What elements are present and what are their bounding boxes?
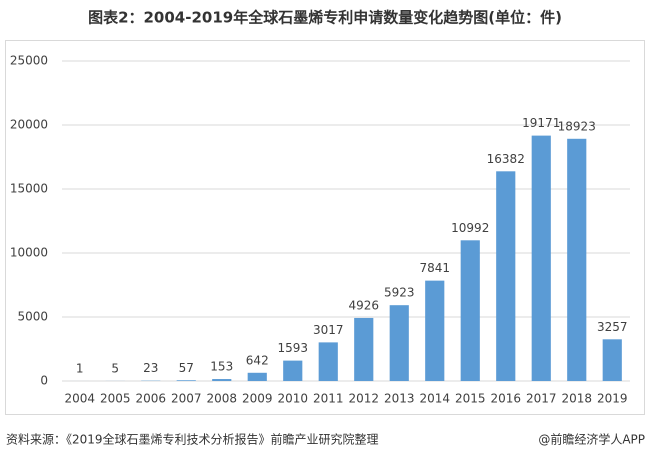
- bar: [389, 305, 409, 381]
- y-tick-label: 5000: [17, 310, 48, 324]
- data-label: 1593: [277, 341, 308, 355]
- x-tick-label: 2014: [419, 392, 450, 406]
- x-tick-label: 2007: [171, 392, 202, 406]
- data-label: 5: [111, 361, 119, 375]
- x-tick-label: 2006: [135, 392, 166, 406]
- data-label: 10992: [451, 221, 489, 235]
- x-tick-label: 2011: [313, 392, 344, 406]
- y-tick-label: 10000: [10, 246, 48, 260]
- bar: [318, 342, 338, 381]
- data-label: 18923: [558, 119, 596, 133]
- x-tick-label: 2004: [64, 392, 95, 406]
- data-label: 23: [143, 361, 158, 375]
- data-label: 7841: [419, 261, 450, 275]
- chart-title: 图表2：2004-2019年全球石墨烯专利申请数量变化趋势图(单位：件): [88, 9, 562, 27]
- chart-frame: [5, 40, 645, 415]
- credit: @前瞻经济学人APP: [538, 432, 645, 447]
- data-label: 16382: [487, 152, 525, 166]
- x-tick-label: 2009: [242, 392, 273, 406]
- x-tick-label: 2005: [100, 392, 131, 406]
- bar: [283, 360, 303, 381]
- data-label: 3257: [597, 320, 628, 334]
- data-label: 1: [76, 361, 84, 375]
- x-tick-label: 2008: [206, 392, 237, 406]
- y-tick-label: 0: [40, 374, 48, 388]
- data-label: 5923: [384, 286, 415, 300]
- y-tick-label: 20000: [10, 118, 48, 132]
- x-tick-label: 2019: [597, 392, 628, 406]
- bar: [531, 135, 551, 381]
- bar: [425, 280, 445, 381]
- data-label: 153: [210, 360, 233, 374]
- x-tick-label: 2012: [348, 392, 379, 406]
- data-label: 642: [246, 353, 269, 367]
- source-note: 资料来源：《2019全球石墨烯专利技术分析报告》前瞻产业研究院整理: [6, 432, 379, 447]
- bar: [212, 379, 232, 381]
- bar: [460, 240, 480, 381]
- bar: [567, 138, 587, 381]
- data-label: 57: [179, 361, 194, 375]
- x-tick-label: 2017: [526, 392, 557, 406]
- x-tick-label: 2016: [490, 392, 521, 406]
- data-label: 4926: [348, 298, 379, 312]
- y-tick-label: 15000: [10, 182, 48, 196]
- bar: [602, 339, 622, 381]
- data-label: 19171: [522, 116, 560, 130]
- y-tick-label: 25000: [10, 54, 48, 68]
- bar: [496, 171, 516, 381]
- bar: [247, 372, 267, 381]
- x-tick-label: 2018: [561, 392, 592, 406]
- bar: [354, 317, 374, 381]
- x-tick-label: 2010: [277, 392, 308, 406]
- x-tick-label: 2013: [384, 392, 415, 406]
- bar: [176, 380, 196, 381]
- x-tick-label: 2015: [455, 392, 486, 406]
- data-label: 3017: [313, 323, 344, 337]
